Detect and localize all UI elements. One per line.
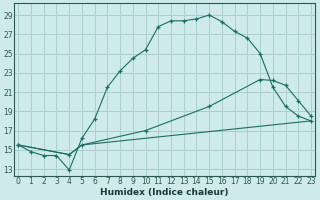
X-axis label: Humidex (Indice chaleur): Humidex (Indice chaleur) [100,188,229,197]
